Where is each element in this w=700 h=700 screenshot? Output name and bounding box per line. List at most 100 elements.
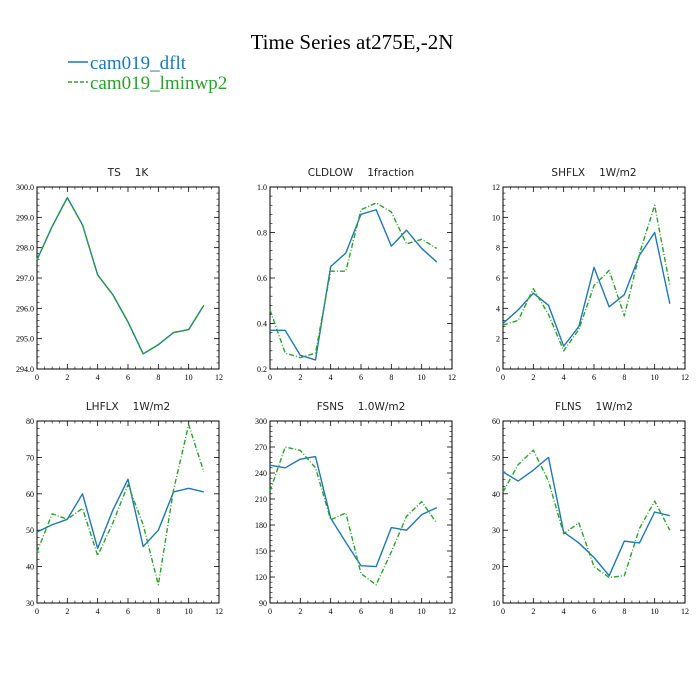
y-tick-label: 60 (26, 490, 34, 499)
panel-variable-ts: TS (107, 167, 121, 179)
y-tick-label: 296.0 (16, 304, 34, 313)
panel-variable-flns: FLNS (555, 401, 582, 413)
panel-cldlow: CLDLOW 1fraction 0 2 4 6 8 10 12 0.2 0.4 0.6 0.8 1.0 (257, 167, 456, 382)
x-tick-label: 12 (215, 607, 223, 616)
x-tick-label: 8 (389, 373, 393, 382)
panel-variable-shflx: SHFLX (551, 167, 585, 179)
y-tick-label: 70 (26, 453, 34, 462)
y-tick-label: 150 (255, 547, 267, 556)
x-tick-label: 8 (156, 607, 160, 616)
panel-units-flns: 1W/m2 (595, 401, 633, 413)
legend: cam019_dflt cam019_lminwp2 (68, 53, 227, 94)
y-tick-label: 240 (255, 469, 267, 478)
series-line-fsns-cam019-dflt (269, 455, 438, 568)
x-tick-label: 4 (329, 373, 333, 382)
x-tick-label: 12 (215, 373, 223, 382)
legend-label-cam019-lminwp2: cam019_lminwp2 (90, 73, 227, 94)
y-tick-label: 298.0 (16, 244, 34, 253)
series-line-shflx-cam019-lminwp2 (502, 204, 671, 352)
x-tick-label: 10 (185, 607, 193, 616)
y-tick-label: 0.8 (257, 229, 267, 238)
y-tick-label: 40 (26, 563, 34, 572)
y-tick-label: 180 (255, 521, 267, 530)
panel-units-ts: 1K (135, 167, 150, 179)
panel-title-fsns: FSNS 1.0W/m2 (317, 401, 406, 413)
x-tick-label: 12 (448, 373, 456, 382)
panel-title-flns: FLNS 1W/m2 (555, 401, 633, 413)
series-line-cldlow-cam019-dflt (270, 209, 438, 361)
y-tick-label: 80 (26, 417, 34, 426)
y-tick-label: 0.6 (257, 274, 267, 283)
series-line-lhflx-cam019-dflt (36, 478, 204, 550)
y-tick-label: 300.0 (16, 183, 34, 192)
figure-title: Time Series at275E,-2N (251, 30, 454, 54)
x-tick-label: 0 (501, 607, 505, 616)
y-tick-label: 20 (492, 563, 500, 572)
panel-units-lhflx: 1W/m2 (133, 401, 171, 413)
y-tick-label: 90 (259, 599, 267, 608)
series-line-ts-cam019-lminwp2 (36, 196, 205, 355)
x-tick-label: 4 (329, 607, 333, 616)
y-tick-label: 120 (255, 573, 267, 582)
y-tick-label: 1.0 (257, 183, 267, 192)
panel-variable-fsns: FSNS (317, 401, 344, 413)
x-tick-label: 6 (126, 607, 130, 616)
x-tick-label: 2 (65, 607, 69, 616)
x-tick-label: 2 (298, 607, 302, 616)
y-tick-label: 30 (492, 526, 500, 535)
x-tick-label: 4 (562, 607, 566, 616)
x-tick-label: 8 (622, 607, 626, 616)
x-tick-label: 2 (298, 373, 302, 382)
x-tick-label: 8 (389, 607, 393, 616)
x-tick-label: 2 (531, 373, 535, 382)
x-tick-label: 0 (268, 607, 272, 616)
y-tick-label: 6 (496, 274, 500, 283)
panel-variable-lhflx: LHFLX (86, 401, 119, 413)
x-tick-label: 8 (156, 373, 160, 382)
x-tick-label: 6 (359, 373, 363, 382)
y-tick-label: 40 (492, 490, 500, 499)
panel-units-shflx: 1W/m2 (599, 167, 637, 179)
panel-ts: TS 1K 0 2 4 6 8 10 12 294.0 295.0 296.0 297.0 298.0 29… (16, 167, 223, 382)
x-tick-label: 0 (501, 373, 505, 382)
y-tick-label: 294.0 (16, 365, 34, 374)
x-tick-label: 10 (651, 607, 659, 616)
x-tick-label: 6 (592, 607, 596, 616)
panel-flns: FLNS 1W/m2 0 2 4 6 8 10 12 10 20 30 40 50 60 (492, 401, 689, 616)
y-tick-label: 50 (26, 526, 34, 535)
y-tick-label: 0 (496, 365, 500, 374)
x-tick-label: 0 (35, 607, 39, 616)
plot-frame-shflx (502, 186, 686, 370)
series-line-cldlow-cam019-lminwp2 (269, 202, 438, 359)
x-tick-label: 10 (185, 373, 193, 382)
y-tick-label: 299.0 (16, 213, 34, 222)
y-tick-label: 300 (255, 417, 267, 426)
plot-frame-ts (36, 186, 220, 370)
legend-label-cam019-dflt: cam019_dflt (90, 53, 187, 74)
y-tick-label: 8 (496, 244, 500, 253)
x-tick-label: 12 (681, 373, 689, 382)
panel-variable-cldlow: CLDLOW (308, 167, 354, 179)
x-tick-label: 8 (622, 373, 626, 382)
y-tick-label: 10 (492, 599, 500, 608)
x-tick-label: 12 (681, 607, 689, 616)
x-tick-label: 0 (268, 373, 272, 382)
panel-fsns: FSNS 1.0W/m2 0 2 4 6 8 10 12 90 120 150 180 210 240 270… (255, 401, 456, 616)
x-tick-label: 10 (418, 607, 426, 616)
x-tick-label: 2 (531, 607, 535, 616)
plot-frame-lhflx (36, 420, 220, 604)
x-tick-label: 10 (651, 373, 659, 382)
x-tick-label: 4 (96, 373, 100, 382)
plot-frame-fsns (269, 420, 453, 604)
series-line-flns-cam019-lminwp2 (502, 449, 671, 579)
x-tick-label: 12 (448, 607, 456, 616)
y-tick-label: 297.0 (16, 274, 34, 283)
x-tick-label: 6 (126, 373, 130, 382)
y-tick-label: 4 (496, 304, 500, 313)
panel-title-lhflx: LHFLX 1W/m2 (86, 401, 170, 413)
x-tick-label: 6 (592, 373, 596, 382)
x-tick-label: 2 (65, 373, 69, 382)
panel-title-shflx: SHFLX 1W/m2 (551, 167, 636, 179)
y-tick-label: 60 (492, 417, 500, 426)
